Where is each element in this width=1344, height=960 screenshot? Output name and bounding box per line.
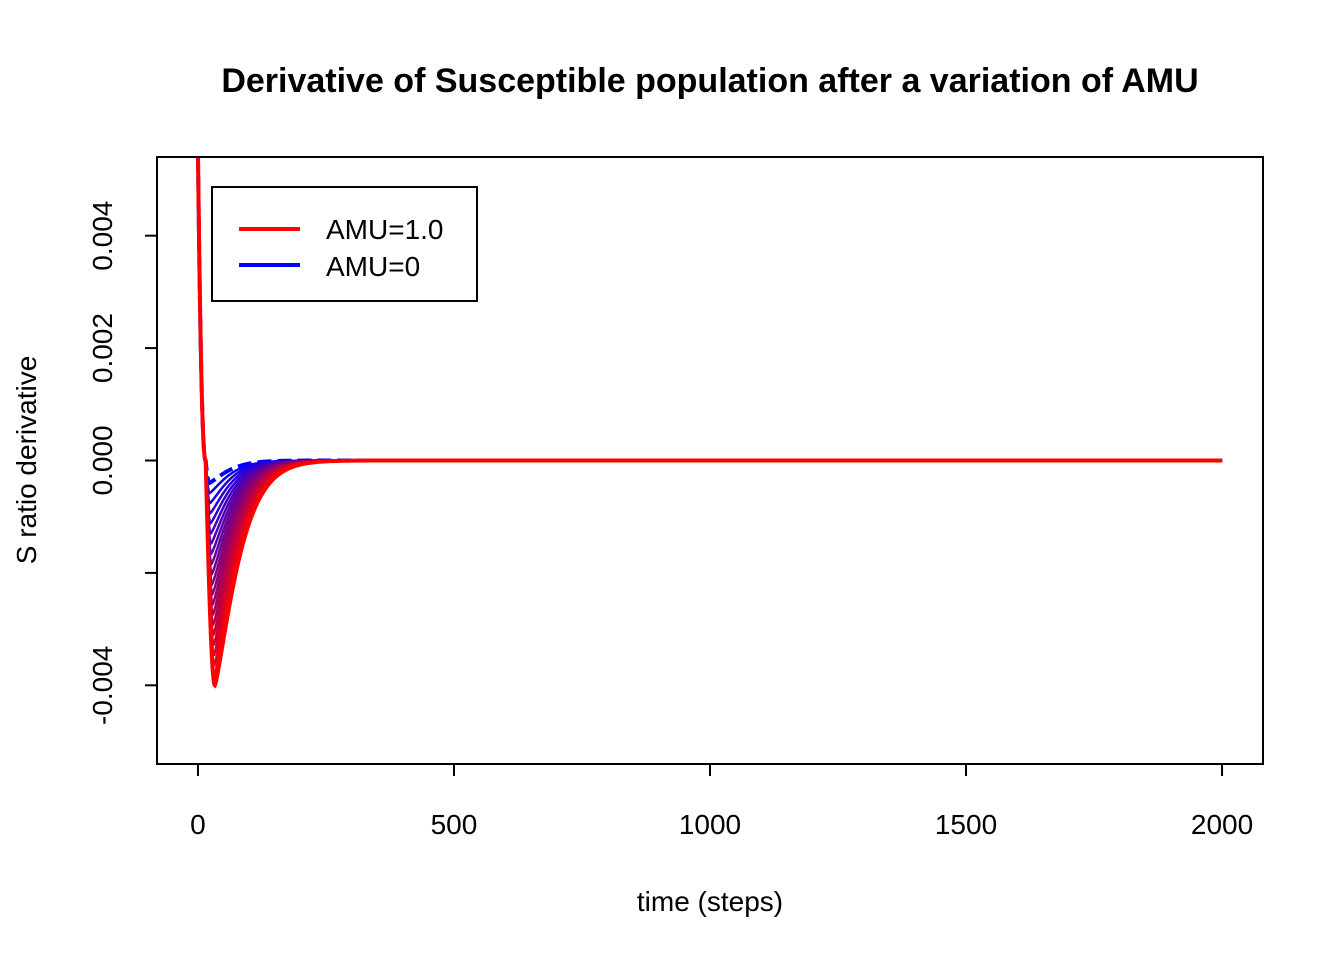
y-axis: -0.004 0.000 0.002 0.004 [87,201,158,725]
y-tick-label: -0.004 [87,646,118,725]
x-axis: 0 500 1000 1500 2000 [190,763,1253,840]
x-tick-label: 1000 [679,809,741,840]
y-tick-label: 0.004 [87,201,118,271]
y-axis-label: S ratio derivative [11,356,42,565]
series-layer [195,156,1223,689]
legend-label-amu-0: AMU=0 [326,251,420,282]
chart-title: Derivative of Susceptible population aft… [221,62,1198,100]
x-tick-label: 1500 [935,809,997,840]
y-tick-label: 0.002 [87,313,118,383]
legend: AMU=1.0 AMU=0 [211,186,478,302]
y-tick-label: 0.000 [87,425,118,495]
legend-box [211,186,478,302]
series-line [195,156,1223,689]
legend-label-amu-1: AMU=1.0 [326,214,444,245]
x-axis-label: time (steps) [637,886,783,917]
x-tick-label: 0 [190,809,206,840]
x-tick-label: 2000 [1191,809,1253,840]
x-tick-label: 500 [431,809,478,840]
